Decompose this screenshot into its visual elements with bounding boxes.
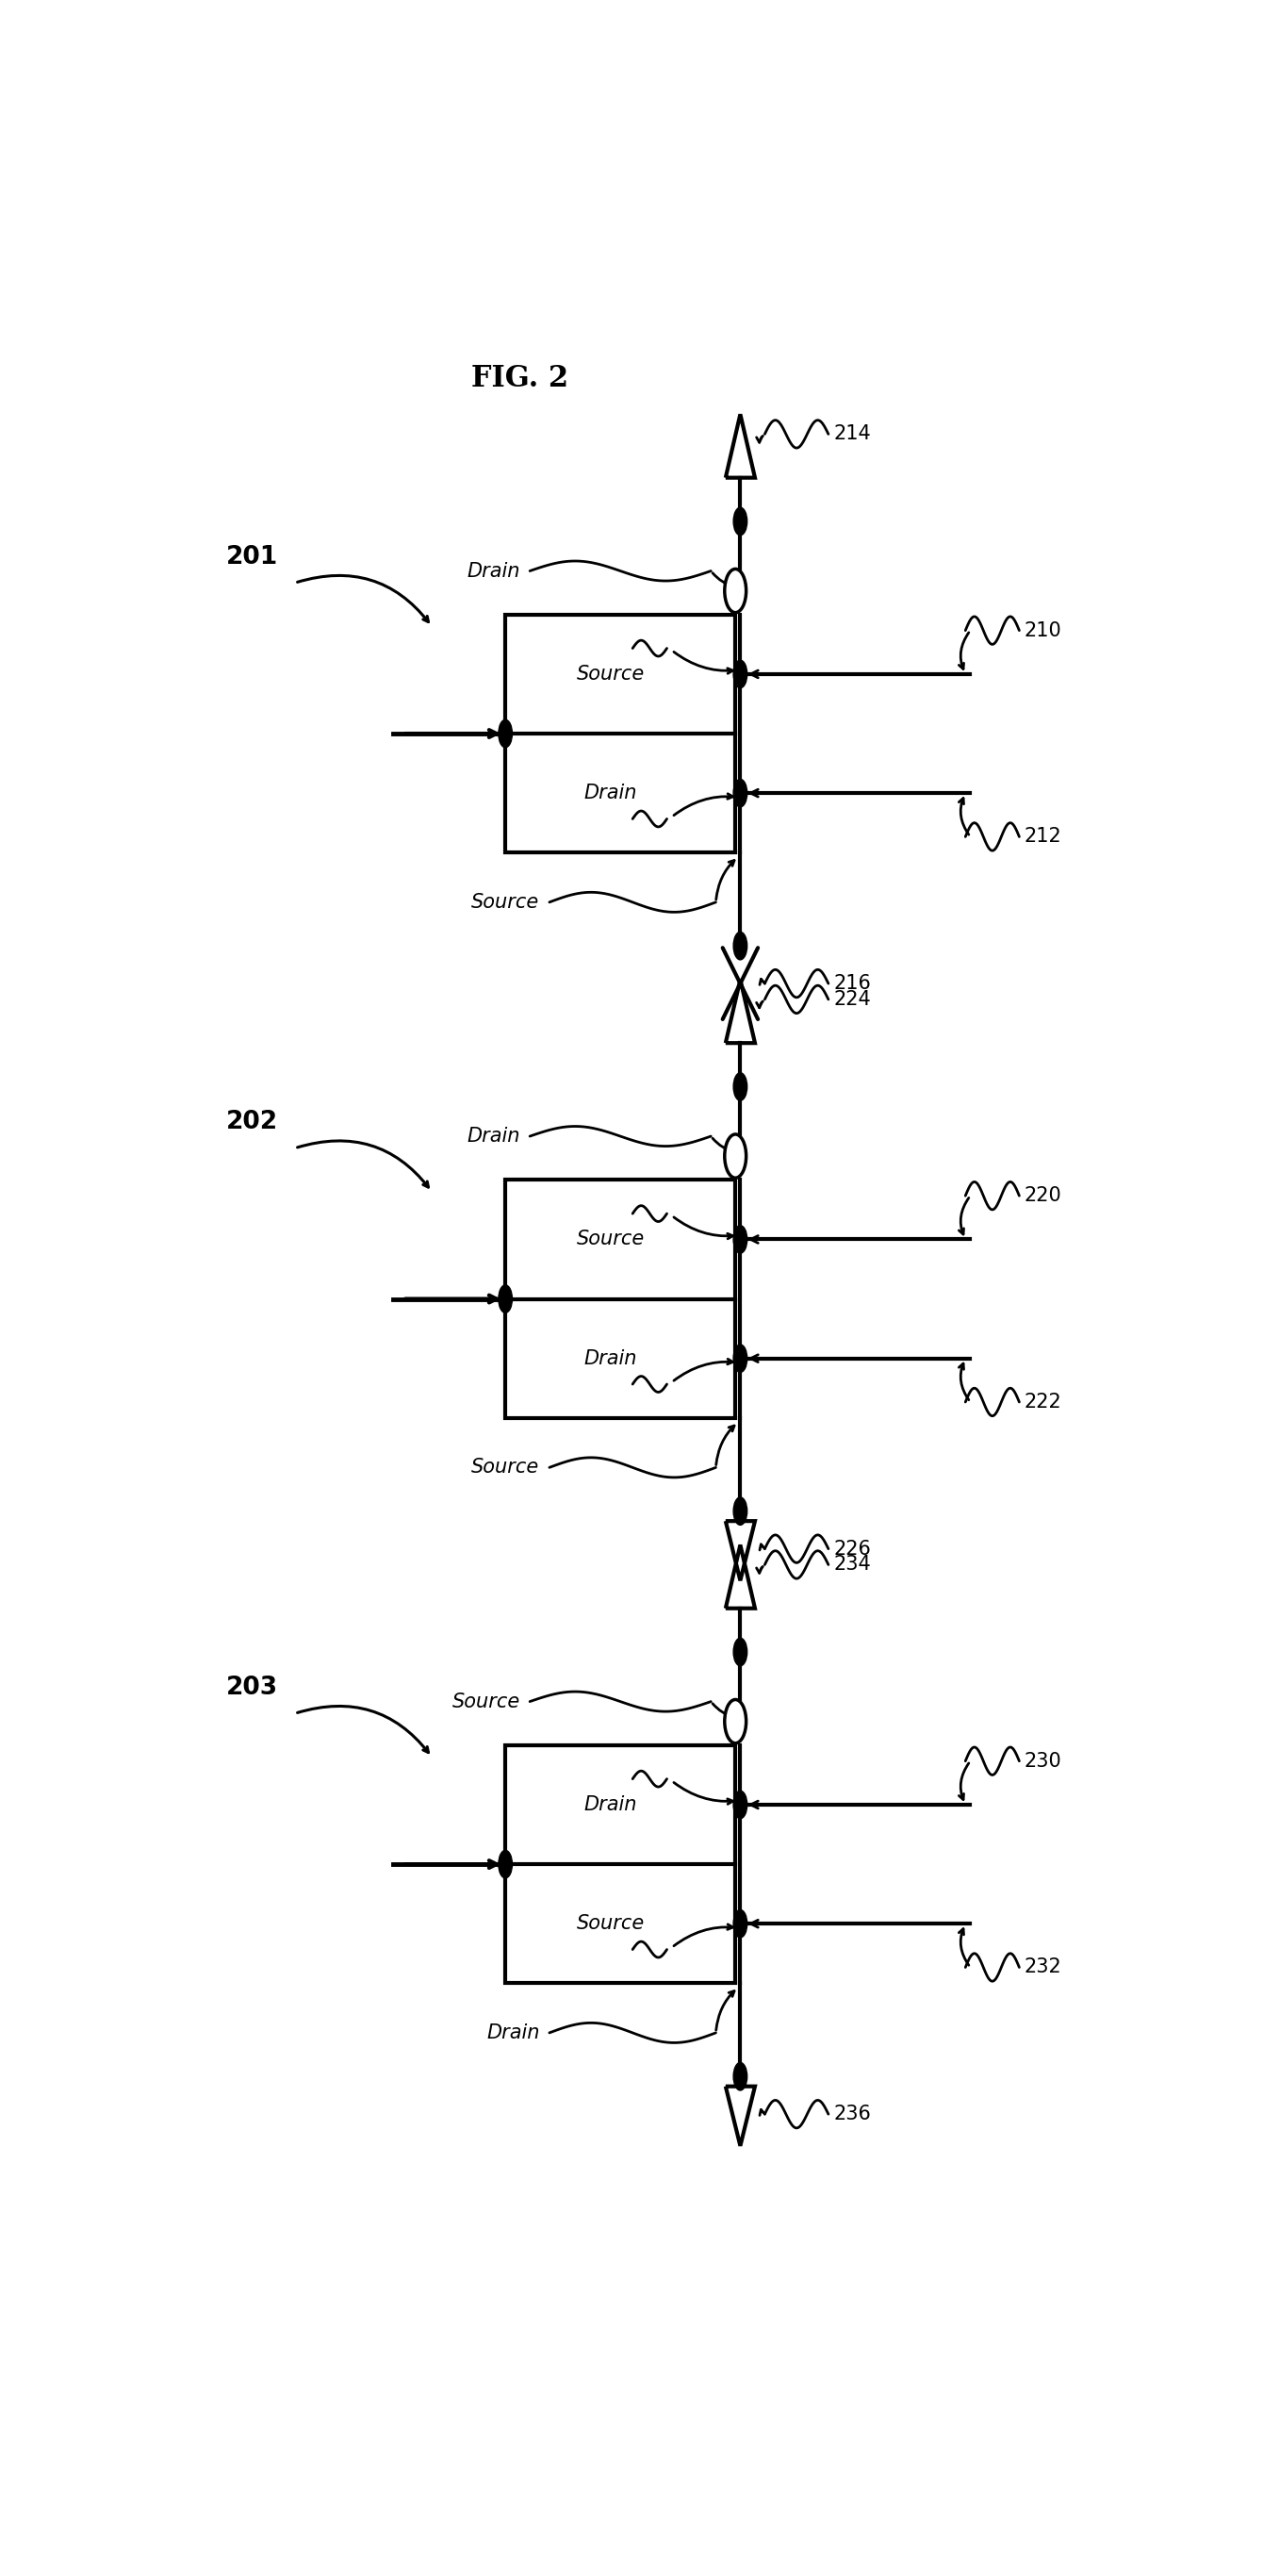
- Text: 203: 203: [226, 1674, 278, 1700]
- Circle shape: [725, 569, 746, 613]
- Text: Drain: Drain: [584, 1350, 638, 1368]
- Text: 232: 232: [1024, 1958, 1062, 1976]
- Bar: [505, 1744, 735, 1984]
- Text: FIG. 2: FIG. 2: [471, 363, 568, 394]
- Circle shape: [499, 1285, 513, 1314]
- Circle shape: [734, 933, 748, 961]
- Circle shape: [734, 1638, 748, 1667]
- Text: 212: 212: [1024, 827, 1062, 845]
- Text: 224: 224: [834, 989, 870, 1010]
- Circle shape: [734, 1226, 748, 1255]
- Circle shape: [734, 1909, 748, 1937]
- Text: Source: Source: [576, 1229, 644, 1249]
- Text: Source: Source: [576, 1914, 644, 1932]
- Text: Source: Source: [471, 894, 539, 912]
- Circle shape: [734, 507, 748, 536]
- Text: Drain: Drain: [467, 562, 520, 580]
- Circle shape: [734, 1345, 748, 1373]
- Text: Source: Source: [452, 1692, 520, 1710]
- Text: 201: 201: [226, 544, 278, 569]
- Circle shape: [725, 1700, 746, 1744]
- Circle shape: [499, 1850, 513, 1878]
- Text: Source: Source: [576, 665, 644, 683]
- Bar: [505, 1180, 735, 1417]
- Text: Drain: Drain: [467, 1126, 520, 1146]
- Circle shape: [734, 778, 748, 806]
- Circle shape: [499, 719, 513, 747]
- Text: 202: 202: [226, 1110, 278, 1133]
- Circle shape: [725, 1133, 746, 1177]
- Text: 222: 222: [1024, 1394, 1062, 1412]
- Text: 234: 234: [834, 1556, 870, 1574]
- Text: 230: 230: [1024, 1752, 1062, 1770]
- Circle shape: [734, 659, 748, 688]
- Text: Drain: Drain: [486, 2022, 539, 2043]
- Text: Drain: Drain: [584, 783, 638, 804]
- Text: 220: 220: [1024, 1188, 1062, 1206]
- Text: Source: Source: [471, 1458, 539, 1476]
- Circle shape: [734, 1790, 748, 1819]
- Text: 214: 214: [834, 425, 870, 443]
- Text: 210: 210: [1024, 621, 1062, 639]
- Text: 226: 226: [834, 1540, 871, 1558]
- Text: 236: 236: [834, 2105, 871, 2123]
- Circle shape: [734, 1072, 748, 1100]
- Text: Drain: Drain: [584, 1795, 638, 1814]
- Bar: [505, 616, 735, 853]
- Circle shape: [734, 2063, 748, 2089]
- Circle shape: [734, 1497, 748, 1525]
- Text: 216: 216: [834, 974, 871, 992]
